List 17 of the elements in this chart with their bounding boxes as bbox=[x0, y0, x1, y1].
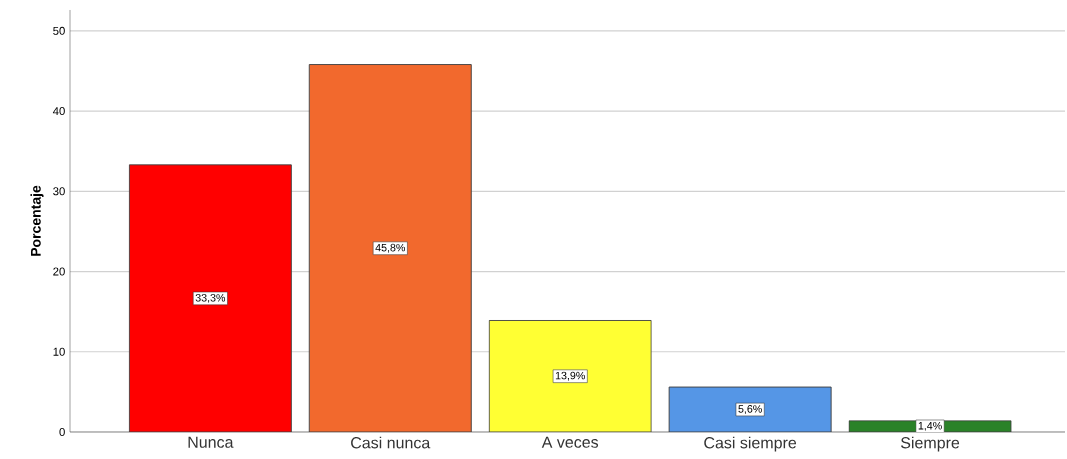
x-tick-label: Siempre bbox=[901, 436, 960, 452]
x-tick-label: Casi siempre bbox=[704, 436, 797, 452]
data-label: 13,9% bbox=[555, 371, 585, 381]
y-tick-label: 50 bbox=[53, 26, 65, 35]
y-tick-label: 0 bbox=[59, 427, 65, 436]
data-label: 33,3% bbox=[195, 294, 226, 303]
y-tick-label: 10 bbox=[53, 347, 65, 356]
x-tick-label: A veces bbox=[541, 436, 599, 448]
y-axis-title: Porcentaje bbox=[30, 185, 44, 256]
y-tick-label: 20 bbox=[53, 267, 65, 276]
data-label: 5,6% bbox=[738, 405, 762, 414]
data-label: 1,4% bbox=[918, 421, 942, 431]
x-tick-label: Casi nunca bbox=[351, 436, 431, 449]
x-tick-label: Nunca bbox=[188, 436, 234, 448]
y-tick-label: 40 bbox=[52, 107, 65, 116]
y-tick-label: 30 bbox=[53, 187, 65, 196]
data-label: 45,8% bbox=[375, 243, 406, 253]
